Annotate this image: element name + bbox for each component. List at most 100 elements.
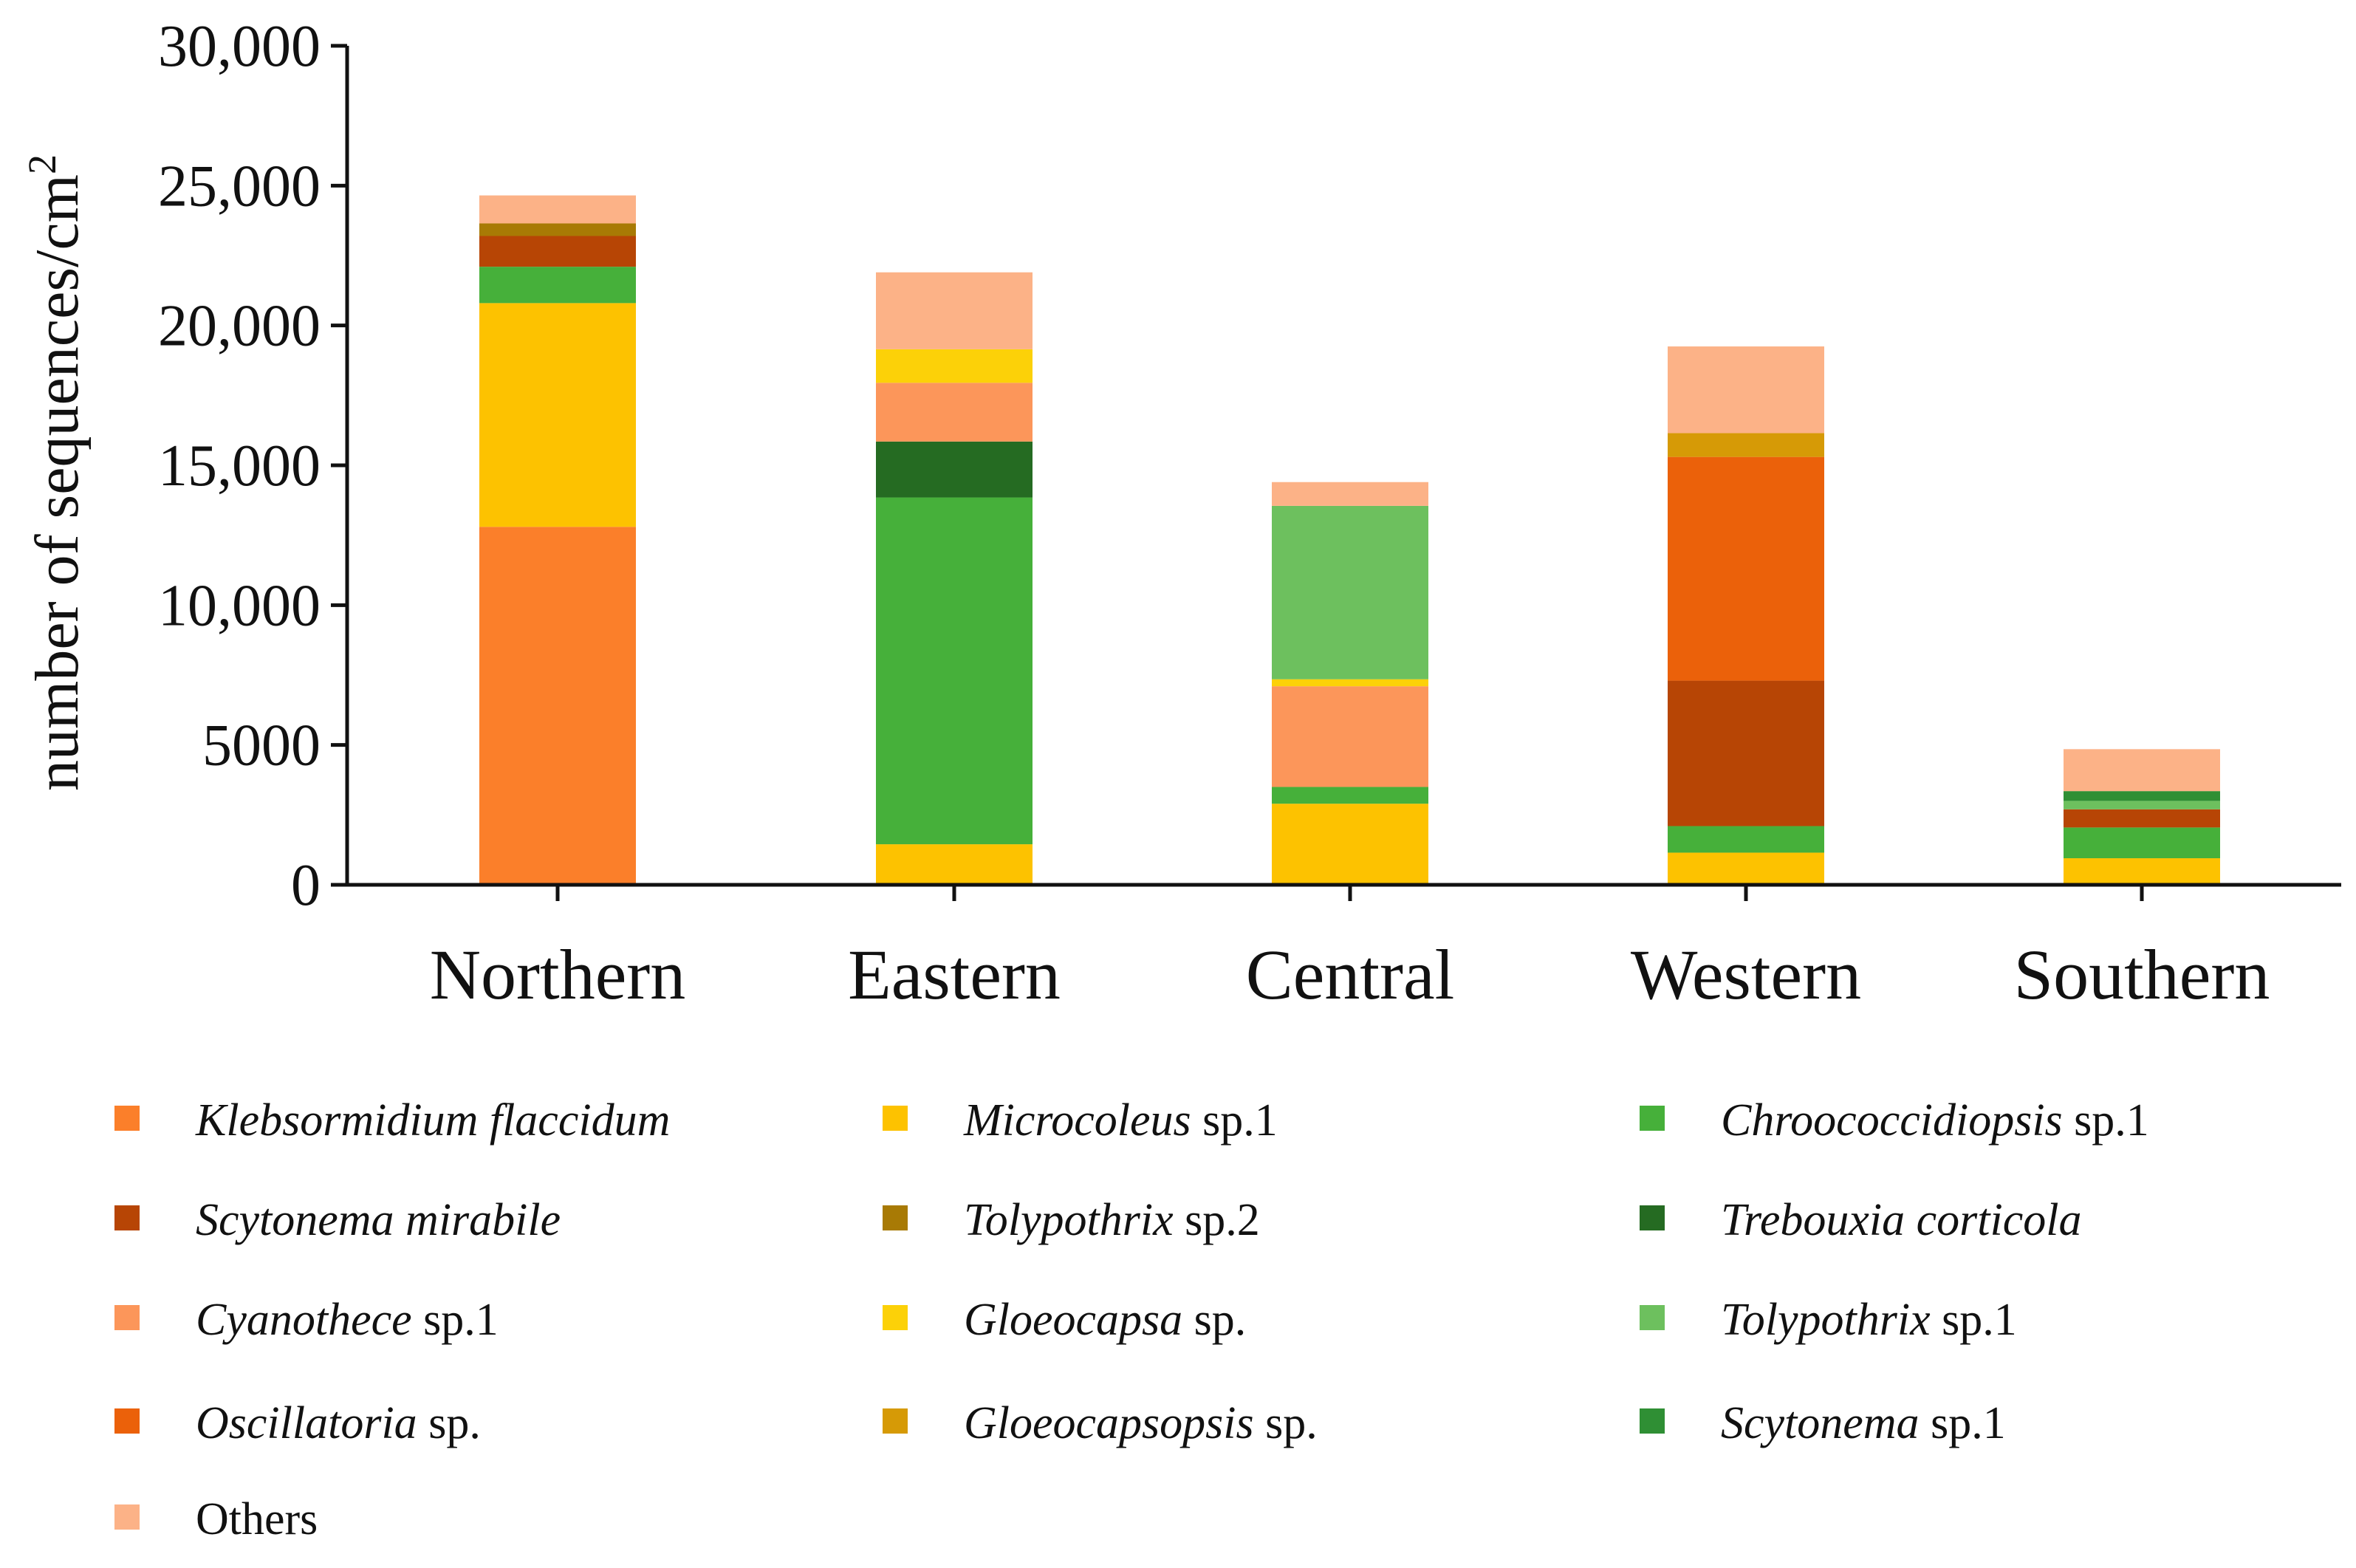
legend-swatch <box>1640 1408 1665 1434</box>
legend-swatch <box>1640 1106 1665 1131</box>
bar-segment-northern-3 <box>479 236 636 267</box>
bar-segment-western-12 <box>1668 346 1824 434</box>
legend-label-italic: Scytonema mirabile <box>196 1195 561 1245</box>
legend-swatch <box>883 1106 908 1131</box>
legend-item-6: Cyanothece sp.1 <box>114 1295 499 1345</box>
legend-item-7: Gloeocapsa sp. <box>883 1295 1246 1345</box>
legend-label-suffix: sp.1 <box>2063 1095 2149 1146</box>
bar-segment-southern-12 <box>2064 749 2220 792</box>
y-tick-label: 15,000 <box>158 434 321 499</box>
bar-segment-eastern-6 <box>876 383 1033 442</box>
legend-swatch <box>1640 1205 1665 1230</box>
y-tick-label: 30,000 <box>158 14 321 79</box>
legend: Klebsormidium flaccidum Microcoleus sp.1 C… <box>114 1095 2149 1544</box>
y-tick-label: 10,000 <box>158 573 321 638</box>
legend-label: Trebouxia corticola <box>1721 1195 2082 1245</box>
x-ticks: Northern Eastern Central Western Southern <box>430 885 2270 1014</box>
legend-label: Microcoleus sp.1 <box>963 1095 1278 1146</box>
legend-label-italic: Chroococcidiopsis <box>1721 1095 2063 1146</box>
bar-segment-southern-2 <box>2064 827 2220 859</box>
legend-swatch <box>1640 1305 1665 1330</box>
y-tick-label: 0 <box>291 853 321 918</box>
legend-item-10: Gloeocapsopsis sp. <box>883 1398 1318 1448</box>
bar-segment-northern-12 <box>479 195 636 224</box>
bar-segment-western-10 <box>1668 433 1824 457</box>
legend-label-italic: Scytonema <box>1721 1398 1920 1448</box>
legend-label: Tolypothrix sp.1 <box>1721 1295 2017 1345</box>
legend-label: Gloeocapsopsis sp. <box>964 1398 1318 1448</box>
bar-segment-southern-1 <box>2064 858 2220 885</box>
legend-item-1: Microcoleus sp.1 <box>883 1095 1278 1146</box>
legend-item-2: Chroococcidiopsis sp.1 <box>1640 1095 2149 1146</box>
bar-segment-central-7 <box>1272 679 1428 687</box>
legend-item-5: Trebouxia corticola <box>1640 1195 2082 1245</box>
bar-segment-central-2 <box>1272 787 1428 804</box>
bar-segment-eastern-1 <box>876 844 1033 885</box>
bar-segment-central-8 <box>1272 505 1428 679</box>
y-tick-label: 25,000 <box>158 154 321 219</box>
legend-label: Oscillatoria sp. <box>196 1398 481 1448</box>
legend-label-suffix: sp.1 <box>1920 1398 2006 1448</box>
bar-segment-central-6 <box>1272 686 1428 787</box>
legend-swatch <box>114 1205 140 1230</box>
y-axis-title-superscript: 2 <box>20 154 64 174</box>
legend-label-suffix: sp.2 <box>1174 1195 1260 1245</box>
y-axis-title-text: number of sequences/cm <box>23 174 92 791</box>
legend-label: Klebsormidium flaccidum <box>195 1095 670 1146</box>
legend-label-italic: Tolypothrix <box>1721 1295 1931 1345</box>
legend-label-suffix: sp. <box>1182 1295 1246 1345</box>
legend-label-italic: Oscillatoria <box>196 1398 417 1448</box>
legend-label-suffix: sp.1 <box>412 1295 499 1345</box>
legend-swatch <box>883 1305 908 1330</box>
y-tick-label: 5000 <box>202 713 321 778</box>
bar-segment-southern-3 <box>2064 809 2220 828</box>
legend-label-italic: Gloeocapsa <box>964 1295 1182 1345</box>
bar-segment-eastern-7 <box>876 349 1033 383</box>
legend-label-italic: Microcoleus <box>963 1095 1191 1146</box>
legend-label-suffix: sp.1 <box>1191 1095 1278 1146</box>
y-axis-title: number of sequences/cm2 <box>20 154 92 791</box>
legend-label-suffix: Others <box>196 1494 318 1544</box>
legend-label-italic: Tolypothrix <box>964 1195 1174 1245</box>
x-tick-label-southern: Southern <box>2014 935 2270 1014</box>
legend-label-suffix: sp.1 <box>1931 1295 2017 1345</box>
legend-item-3: Scytonema mirabile <box>114 1195 561 1245</box>
legend-label-italic: Klebsormidium flaccidum <box>195 1095 670 1146</box>
legend-label: Others <box>196 1494 318 1544</box>
legend-swatch <box>883 1205 908 1230</box>
legend-label: Gloeocapsa sp. <box>964 1295 1246 1345</box>
y-ticks: 0 5000 10,000 15,000 20,000 25,000 30,000 <box>158 14 347 918</box>
legend-swatch <box>114 1504 140 1530</box>
x-tick-label-western: Western <box>1631 935 1861 1014</box>
legend-label-italic: Cyanothece <box>196 1295 412 1345</box>
legend-item-11: Scytonema sp.1 <box>1640 1398 2006 1448</box>
legend-swatch <box>114 1106 140 1131</box>
legend-swatch <box>114 1408 140 1434</box>
y-tick-label: 20,000 <box>158 294 321 359</box>
bar-segment-central-12 <box>1272 482 1428 506</box>
x-tick-label-eastern: Eastern <box>848 935 1061 1014</box>
x-tick-label-central: Central <box>1246 935 1455 1014</box>
legend-label: Scytonema mirabile <box>196 1195 561 1245</box>
legend-item-12: Others <box>114 1494 318 1544</box>
bar-segment-western-2 <box>1668 826 1824 853</box>
bar-segment-southern-11 <box>2064 791 2220 801</box>
bar-segment-western-9 <box>1668 456 1824 681</box>
legend-swatch <box>883 1408 908 1434</box>
bar-segment-northern-0 <box>479 527 636 885</box>
bar-segment-western-3 <box>1668 680 1824 826</box>
bar-segment-northern-1 <box>479 303 636 527</box>
bar-segment-western-1 <box>1668 852 1824 885</box>
bar-segment-eastern-5 <box>876 441 1033 498</box>
legend-label: Cyanothece sp.1 <box>196 1295 499 1345</box>
legend-item-9: Oscillatoria sp. <box>114 1398 481 1448</box>
bar-segment-northern-2 <box>479 267 636 304</box>
legend-label-italic: Trebouxia corticola <box>1721 1195 2082 1245</box>
legend-item-8: Tolypothrix sp.1 <box>1640 1295 2017 1345</box>
legend-label-italic: Gloeocapsopsis <box>964 1398 1254 1448</box>
x-tick-label-northern: Northern <box>430 935 686 1014</box>
bar-segment-northern-4 <box>479 223 636 236</box>
legend-label-suffix: sp. <box>1254 1398 1318 1448</box>
